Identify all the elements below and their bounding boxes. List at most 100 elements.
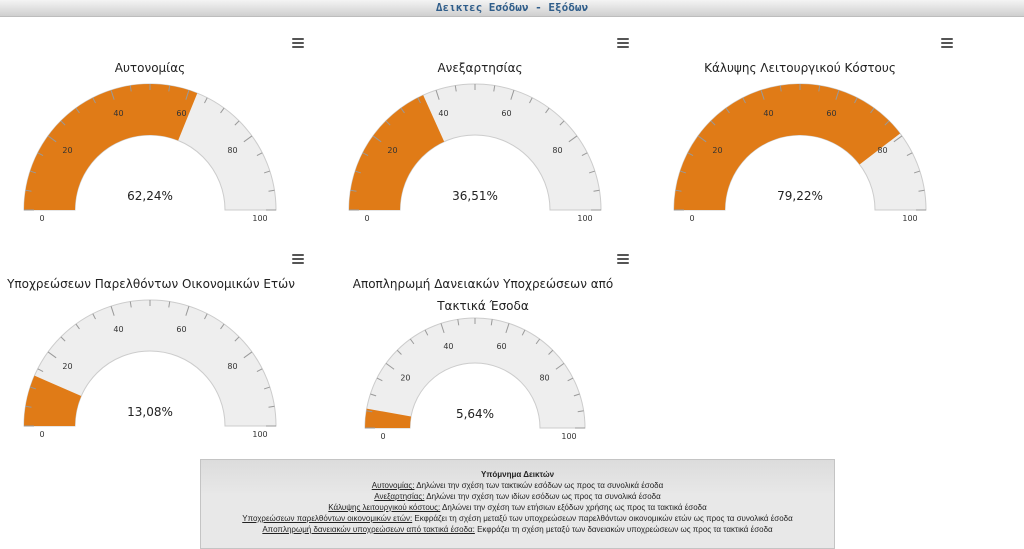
gauge-tick-label: 60 — [501, 109, 511, 118]
gauge-minor-tick — [593, 189, 600, 192]
legend-item: Υποχρεώσεων παρελθόντων οικονομικών ετών… — [201, 513, 834, 524]
gauge-minor-tick — [370, 393, 377, 397]
gauge-major-tick — [243, 351, 253, 359]
gauge-major-tick — [440, 323, 445, 334]
gauge-minor-tick — [220, 107, 225, 114]
gauge-minor-tick — [529, 97, 533, 104]
legend-title: Υπόμνημα Δεικτών — [480, 470, 555, 479]
page-header: Δεικτες Εσόδων - Εξόδων — [0, 0, 1024, 17]
gauge-major-tick — [505, 323, 510, 334]
gauge-minor-tick — [37, 152, 44, 156]
gauge-past-liabilities: Υποχρεώσεων Παρελθόντων Οικονομικών Ετών… — [0, 251, 310, 451]
gauge-tick-label: 100 — [252, 214, 267, 223]
gauge-minor-tick — [400, 107, 405, 114]
gauge-minor-tick — [234, 336, 240, 342]
gauge-major-tick — [760, 90, 765, 100]
gauge-minor-tick — [818, 85, 821, 92]
gauge-minor-tick — [234, 120, 240, 126]
gauge-major-tick — [385, 362, 395, 370]
gauge-minor-tick — [204, 313, 208, 320]
gauge-minor-tick — [355, 170, 362, 174]
gauge-tick-label: 60 — [176, 325, 186, 334]
gauge-minor-tick — [675, 189, 682, 192]
gauge-major-tick — [510, 90, 515, 100]
gauge-minor-tick — [424, 329, 429, 336]
gauge-major-tick — [243, 135, 253, 143]
menu-icon[interactable] — [941, 38, 953, 48]
gauge-minor-tick — [588, 170, 595, 174]
gauge-minor-tick — [129, 301, 132, 308]
gauge-value-band — [365, 408, 412, 428]
gauge-title: Ανεξαρτησίας — [437, 61, 523, 75]
gauge-loan-repayment: Αποπληρωμή Δανειακών Υποχρεώσεων από Τακ… — [330, 251, 640, 451]
gauge-tick-label: 0 — [689, 214, 694, 223]
gauge-minor-tick — [548, 349, 554, 355]
page-title: Δεικτες Εσόδων - Εξόδων — [435, 1, 589, 14]
menu-icon[interactable] — [617, 38, 629, 48]
legend-term: Αποπληρωμή δανειακών υποχρεώσεων από τακ… — [262, 525, 475, 534]
gauge-value-label: 36,51% — [452, 189, 498, 203]
gauge-title-line: Αποπληρωμή Δανειακών Υποχρεώσεων από — [352, 277, 614, 291]
gauge-minor-tick — [870, 107, 875, 114]
gauge-minor-tick — [567, 377, 574, 382]
gauge-minor-tick — [268, 189, 275, 192]
gauge-minor-tick — [559, 120, 565, 126]
menu-icon[interactable] — [292, 254, 304, 264]
legend-box: Υπόμνημα Δεικτών Αυτονομίας: Δηλώνει την… — [200, 459, 835, 549]
legend-term: Υποχρεώσεων παρελθόντων οικονομικών ετών… — [242, 514, 413, 523]
gauge-value-label: 79,22% — [777, 189, 823, 203]
gauge-minor-tick — [60, 336, 66, 342]
gauge-tick-label: 0 — [364, 214, 369, 223]
gauge-minor-tick — [457, 319, 460, 326]
gauge-tick-label: 40 — [438, 109, 448, 118]
gauge-value-band — [674, 83, 901, 210]
gauge-tick-label: 40 — [113, 109, 123, 118]
gauge-minor-tick — [913, 170, 920, 174]
gauge-minor-tick — [129, 85, 132, 92]
gauge-title-line: Τακτικά Έσοδα — [437, 299, 529, 313]
gauge-minor-tick — [204, 97, 208, 104]
gauge-tick-label: 60 — [176, 109, 186, 118]
legend-desc: Εκφράζει τη σχέση μεταξύ των δανειακών υ… — [474, 525, 773, 534]
legend-desc: Εκφράζει τη σχέση μεταξύ των υποχρεώσεων… — [412, 514, 793, 523]
gauge-minor-tick — [30, 170, 37, 174]
gauge-minor-tick — [362, 152, 369, 156]
gauge-minor-tick — [376, 377, 383, 382]
gauge-major-tick — [568, 135, 578, 143]
gauge-tick-label: 0 — [380, 432, 385, 441]
gauge-tick-label: 80 — [227, 362, 237, 371]
menu-icon[interactable] — [292, 38, 304, 48]
gauge-major-tick — [185, 90, 190, 100]
gauge-title: Αυτονομίας — [114, 61, 186, 75]
gauge-minor-tick — [92, 313, 96, 320]
gauge-tick-label: 60 — [496, 342, 506, 351]
gauge-minor-tick — [220, 323, 225, 330]
gauge-minor-tick — [25, 189, 32, 192]
gauge-minor-tick — [521, 329, 526, 336]
gauge-tick-label: 80 — [539, 373, 549, 382]
gauge-major-tick — [697, 135, 707, 143]
gauge-value-label: 13,08% — [127, 405, 173, 419]
menu-icon[interactable] — [617, 254, 629, 264]
gauge-minor-tick — [37, 368, 44, 372]
gauge-tick-label: 0 — [39, 430, 44, 439]
gauge-tick-label: 100 — [902, 214, 917, 223]
gauge-major-tick — [47, 135, 57, 143]
gauge-minor-tick — [687, 152, 694, 156]
gauge-minor-tick — [256, 368, 263, 372]
gauge-minor-tick — [742, 97, 746, 104]
gauge-value-band — [23, 84, 198, 210]
gauge-title: Αποπληρωμή Δανειακών Υποχρεώσεων από Τακ… — [330, 273, 636, 317]
gauge-minor-tick — [493, 85, 496, 92]
gauge-major-tick — [47, 351, 57, 359]
gauge-minor-tick — [854, 97, 858, 104]
legend-item: Αυτονομίας: Δηλώνει την σχέση των τακτικ… — [201, 480, 834, 491]
gauge-minor-tick — [573, 393, 580, 397]
gauge-minor-tick — [168, 85, 171, 92]
gauge-minor-tick — [75, 107, 80, 114]
gauge-major-tick — [893, 135, 903, 143]
gauge-tick-label: 100 — [577, 214, 592, 223]
gauge-tick-label: 20 — [712, 146, 722, 155]
gauge-tick-label: 40 — [443, 342, 453, 351]
gauge-tick-label: 80 — [877, 146, 887, 155]
